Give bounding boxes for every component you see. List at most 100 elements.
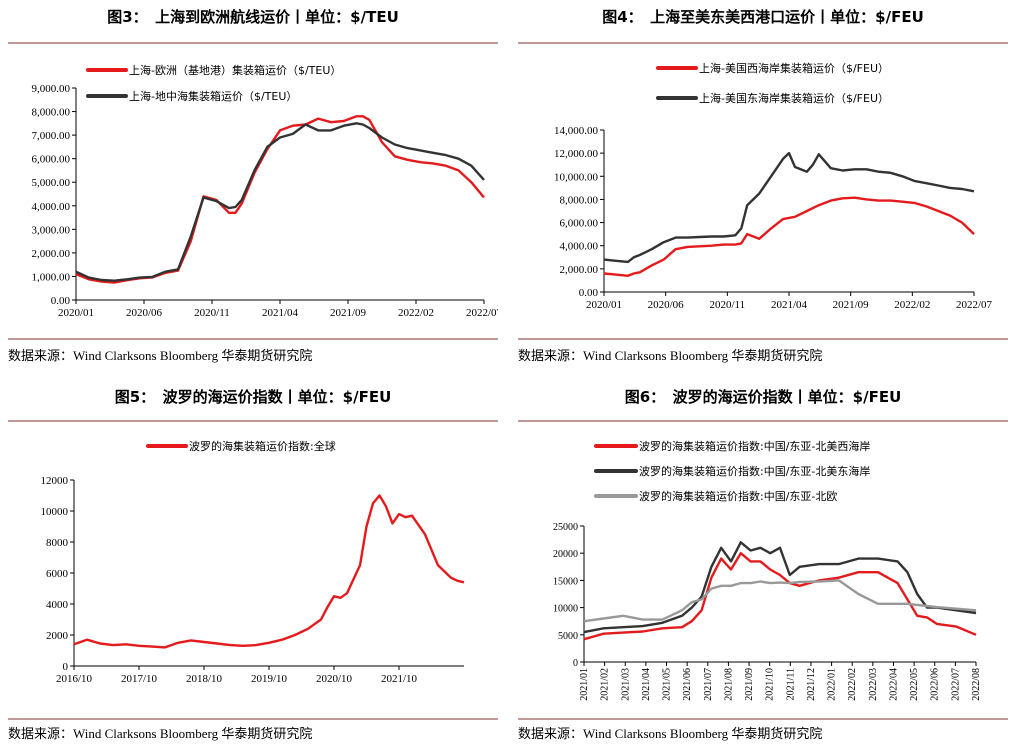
chart-title: 图3： 上海到欧洲航线运价丨单位：$/TEU	[107, 8, 399, 26]
y-tick-label: 8,000.00	[560, 194, 599, 206]
y-tick-label: 3,000.00	[32, 224, 71, 236]
x-tick-label: 2022/04	[888, 668, 899, 701]
x-tick-label: 2022/07	[956, 299, 993, 311]
x-tick-label: 2021/03	[620, 668, 631, 701]
title-rule	[518, 42, 1008, 44]
series-line-1	[603, 196, 975, 278]
y-tick-label: 8000	[46, 537, 69, 549]
x-tick-label: 2020/06	[648, 299, 685, 311]
legend: 波罗的海集装箱运价指数:中国/东亚-北美西海岸波罗的海集装箱运价指数:中国/东亚…	[594, 439, 870, 503]
y-tick-label: 0.00	[579, 287, 599, 299]
series-line-2	[583, 541, 977, 634]
y-tick-label: 10000	[41, 506, 69, 518]
x-tick-label: 2021/06	[682, 668, 693, 701]
x-tick-label: 2022/07	[466, 307, 498, 319]
legend-label: 波罗的海集装箱运价指数:中国/东亚-北美东海岸	[639, 464, 870, 478]
y-tick-label: 0.00	[51, 295, 71, 307]
chart-title: 图4： 上海至美东美西港口运价丨单位：$/FEU	[602, 8, 924, 26]
y-tick-label: 4,000.00	[560, 241, 599, 253]
y-tick-label: 5,000.00	[32, 177, 71, 189]
y-tick-label: 5000	[558, 631, 578, 642]
x-tick-label: 2020/06	[126, 307, 163, 319]
chart-title: 图6： 波罗的海运价指数丨单位：$/FEU	[624, 388, 902, 406]
x-tick-label: 2021/11	[785, 668, 796, 700]
y-tick-label: 10,000.00	[554, 171, 599, 183]
x-tick-label: 2021/09	[744, 668, 755, 701]
x-tick-label: 2021/07	[703, 668, 714, 701]
source-note: 数据来源：Wind Clarksons Bloomberg 华泰期货研究院	[518, 726, 823, 741]
legend: 波罗的海集装箱运价指数:全球	[146, 439, 336, 453]
legend-label: 上海-美国东海岸集装箱运价（$/FEU）	[699, 91, 889, 105]
panel-baltic-global: 图5： 波罗的海运价指数丨单位：$/FEU 0 2000 4000 6000 8000 1…	[8, 380, 498, 745]
y-tick-label: 6,000.00	[32, 154, 71, 166]
chart-eu: 0.00 1,000.00 2,000.00 3,000.00 4,000.00 5,00…	[32, 63, 499, 319]
x-tick-label: 2021/12	[806, 668, 817, 701]
legend: 上海-欧洲（基地港）集装箱运价（$/TEU） 上海-地中海集装箱运价（$/TEU）	[86, 63, 341, 103]
source-rule	[518, 338, 1008, 340]
y-tick-label: 20000	[553, 549, 578, 560]
x-tick-label: 2021/02	[600, 668, 611, 701]
y-tick-label: 2,000.00	[560, 264, 599, 276]
x-tick-label: 2020/01	[58, 307, 94, 319]
series-line-2	[75, 122, 485, 282]
x-tick-label: 2021/04	[641, 668, 652, 701]
x-tick-label: 2021/04	[262, 307, 299, 319]
y-tick-label: 6,000.00	[560, 218, 599, 230]
legend-label: 上海-欧洲（基地港）集装箱运价（$/TEU）	[129, 63, 341, 77]
panel-baltic-routes: 图6： 波罗的海运价指数丨单位：$/FEU 0 5000 10000 15000 200…	[518, 380, 1008, 745]
y-tick-label: 12000	[41, 475, 69, 487]
x-tick-label: 2018/10	[186, 673, 223, 685]
x-tick-label: 2021/01	[579, 668, 590, 701]
y-tick-label: 2000	[46, 630, 69, 642]
y-tick-label: 0	[63, 661, 69, 673]
x-tick-label: 2017/10	[121, 673, 158, 685]
series-line-2	[603, 151, 975, 264]
y-tick-label: 4000	[46, 599, 69, 611]
y-tick-label: 6000	[46, 568, 69, 580]
x-tick-label: 2022/02	[894, 299, 930, 311]
x-tick-label: 2020/11	[710, 299, 746, 311]
y-tick-label: 0	[573, 658, 578, 669]
chart-baltic-global: 0 2000 4000 6000 8000 10000 12000 2016/10 2017/1…	[41, 439, 465, 685]
source-note: 数据来源：Wind Clarksons Bloomberg 华泰期货研究院	[8, 348, 313, 363]
y-tick-label: 2,000.00	[32, 248, 71, 260]
x-tick-label: 2020/11	[194, 307, 230, 319]
x-tick-label: 2021/08	[723, 668, 734, 701]
source-rule	[8, 718, 498, 720]
x-tick-label: 2021/09	[833, 299, 870, 311]
title-rule	[518, 420, 1008, 422]
panel-us-rates: 图4： 上海至美东美西港口运价丨单位：$/FEU 0.00 2,000.00 4,0…	[518, 0, 1008, 370]
x-tick-label: 2022/05	[909, 668, 920, 701]
title-rule	[8, 42, 498, 44]
y-tick-label: 15000	[553, 576, 578, 587]
x-tick-label: 2016/10	[56, 673, 93, 685]
y-tick-label: 4,000.00	[32, 201, 71, 213]
panel-eu-rates: 图3： 上海到欧洲航线运价丨单位：$/TEU 0.00 1,000.00 2,000…	[8, 0, 498, 370]
x-tick-label: 2022/03	[868, 668, 879, 701]
series-line-1	[73, 494, 465, 649]
x-tick-label: 2022/02	[398, 307, 434, 319]
legend-label: 波罗的海集装箱运价指数:全球	[189, 439, 336, 453]
y-tick-label: 12,000.00	[554, 148, 599, 160]
y-tick-label: 14,000.00	[554, 125, 599, 137]
x-tick-label: 2019/10	[251, 673, 288, 685]
x-tick-label: 2020/10	[316, 673, 353, 685]
title-rule	[8, 420, 498, 422]
x-tick-label: 2021/04	[771, 299, 808, 311]
series-line-1	[75, 115, 485, 284]
x-tick-label: 2021/10	[765, 668, 776, 701]
x-tick-label: 2022/01	[827, 668, 838, 701]
x-tick-label: 2021/10	[381, 673, 418, 685]
chart-baltic-routes: 0 5000 10000 15000 20000 25000 2021/01 2021/02 2…	[553, 439, 982, 701]
legend-label: 上海-地中海集装箱运价（$/TEU）	[129, 89, 297, 103]
x-tick-label: 2022/08	[971, 668, 982, 701]
source-rule	[8, 338, 498, 340]
source-note: 数据来源：Wind Clarksons Bloomberg 华泰期货研究院	[518, 348, 823, 363]
legend-label: 波罗的海集装箱运价指数:中国/东亚-北欧	[639, 489, 837, 503]
source-note: 数据来源：Wind Clarksons Bloomberg 华泰期货研究院	[8, 726, 313, 741]
x-tick-label: 2022/02	[847, 668, 858, 701]
y-tick-label: 8,000.00	[32, 107, 71, 119]
x-tick-label: 2022/06	[930, 668, 941, 701]
y-tick-label: 7,000.00	[32, 130, 71, 142]
chart-us: 0.00 2,000.00 4,000.00 6,000.00 8,000.00 10,0…	[554, 61, 993, 311]
